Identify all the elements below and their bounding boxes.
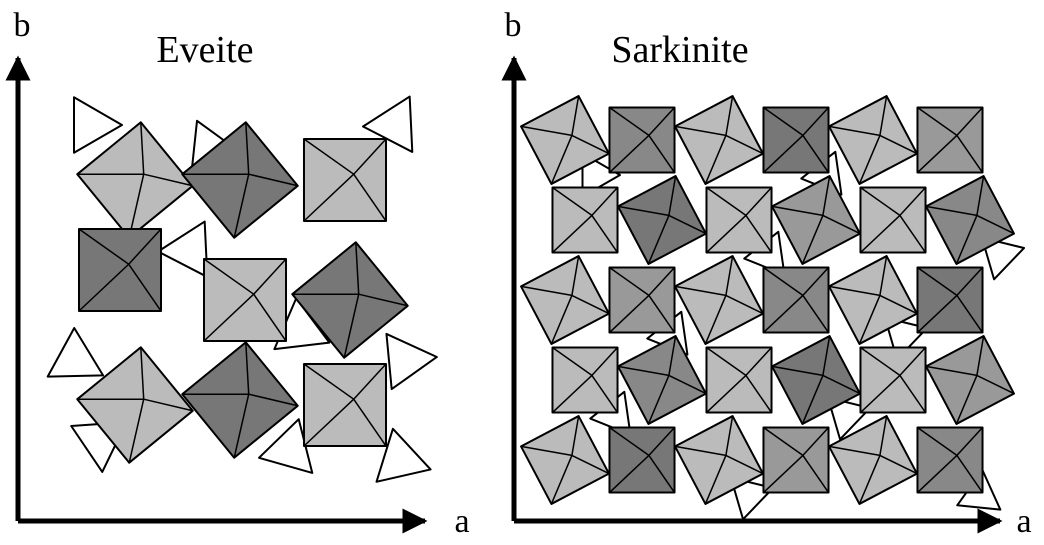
x-axis-label: a	[454, 503, 469, 540]
tetrahedron	[48, 328, 103, 377]
panel-title: Sarkinite	[611, 29, 748, 71]
y-axis-label: b	[14, 7, 31, 44]
y-axis-label: b	[505, 7, 522, 44]
sarkinite-panel: b Sarkinite a	[505, 7, 1032, 540]
octahedron	[926, 336, 1014, 424]
tetrahedron	[386, 334, 436, 389]
octahedron	[675, 256, 763, 344]
octahedron	[675, 96, 763, 184]
x-axis-label: a	[1016, 503, 1031, 540]
octahedron	[521, 416, 609, 504]
octahedron	[618, 336, 706, 424]
eveite-panel: b Eveite a	[14, 7, 470, 540]
sarkinite-structure	[521, 96, 1024, 519]
eveite-structure	[48, 97, 437, 482]
octahedron	[772, 176, 860, 264]
octahedron	[618, 176, 706, 264]
tetrahedron	[158, 222, 207, 277]
octahedron	[521, 256, 609, 344]
panel-title: Eveite	[156, 29, 253, 71]
octahedron	[829, 96, 917, 184]
